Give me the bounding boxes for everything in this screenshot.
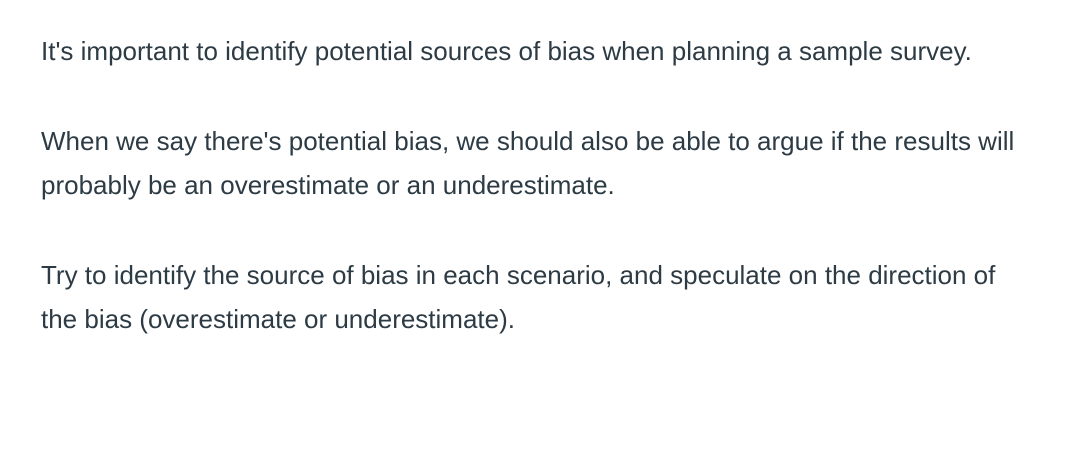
bias-direction-paragraph: When we say there's potential bias, we s… bbox=[41, 126, 1015, 200]
instructions-content: It's important to identify potential sou… bbox=[41, 29, 1031, 387]
intro-paragraph: It's important to identify potential sou… bbox=[41, 36, 972, 66]
task-paragraph: Try to identify the source of bias in ea… bbox=[41, 260, 996, 334]
